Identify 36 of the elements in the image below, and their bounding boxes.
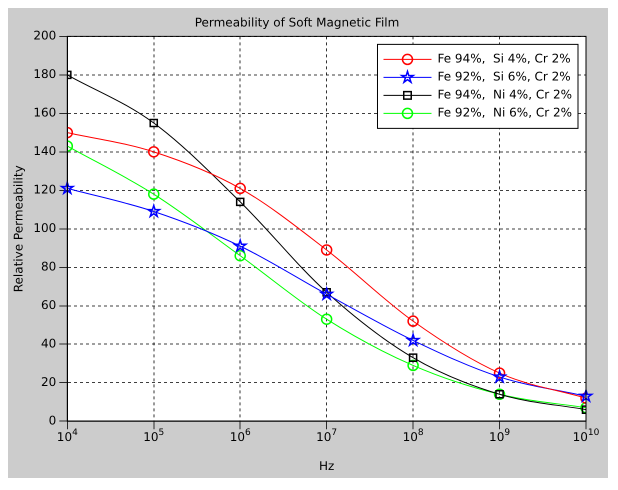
y-tick-label: 180 (33, 67, 56, 82)
point (60, 182, 74, 194)
y-tick-label: 200 (33, 28, 56, 43)
chart-title: Permeability of Soft Magnetic Film (194, 15, 400, 30)
y-tick-label: 20 (41, 374, 56, 389)
y-tick-label: 60 (41, 298, 56, 312)
y-tick-label: 140 (33, 144, 56, 158)
legend-label: Fe 94%, Ni 4%, Cr 2% (437, 88, 572, 102)
x-axis-title: Hz (318, 458, 334, 473)
y-tick-label: 120 (33, 182, 56, 196)
point (580, 389, 592, 402)
y-tick-label: 160 (33, 105, 56, 120)
point (407, 360, 419, 372)
point (236, 198, 244, 206)
point (320, 244, 332, 256)
point (320, 287, 334, 300)
y-tick-label: 0 (48, 413, 56, 428)
y-tick-label: 100 (33, 220, 56, 235)
point (149, 118, 158, 128)
legend-label: Fe 92%, Si 6%, Cr 2% (437, 70, 571, 84)
point (407, 315, 419, 327)
point (408, 353, 418, 362)
point (147, 204, 160, 218)
point (148, 146, 160, 158)
point (234, 182, 246, 194)
point (148, 188, 160, 200)
point (234, 239, 247, 252)
point (406, 334, 420, 346)
legend-label: Fe 94%, Si 4%, Cr 2% (437, 52, 571, 66)
point (234, 250, 246, 262)
point (493, 370, 506, 383)
legend-label: Fe 92%, Ni 6%, Cr 2% (437, 106, 572, 120)
y-axis-title: Relative Permeability (11, 165, 26, 292)
y-tick-label: 40 (41, 336, 56, 350)
y-tick-label: 80 (41, 259, 56, 274)
point (320, 313, 332, 325)
